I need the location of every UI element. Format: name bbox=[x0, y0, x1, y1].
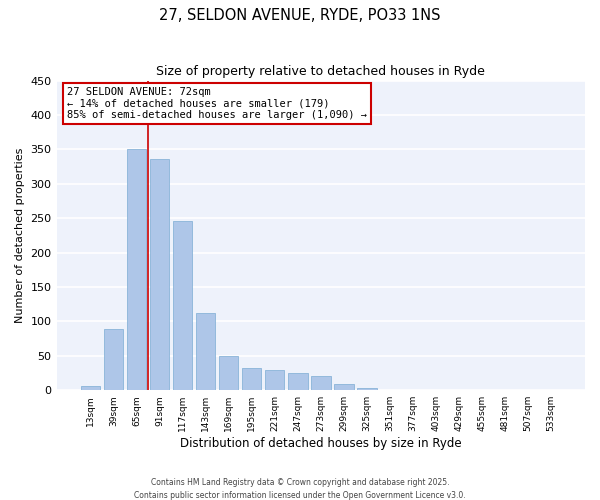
Bar bbox=[80, 386, 100, 390]
Bar bbox=[127, 150, 146, 390]
Text: 27 SELDON AVENUE: 72sqm
← 14% of detached houses are smaller (179)
85% of semi-d: 27 SELDON AVENUE: 72sqm ← 14% of detache… bbox=[67, 86, 367, 120]
Y-axis label: Number of detached properties: Number of detached properties bbox=[15, 148, 25, 323]
Bar bbox=[357, 388, 377, 390]
Bar bbox=[104, 329, 123, 390]
Bar bbox=[288, 373, 308, 390]
Bar bbox=[173, 221, 193, 390]
Bar bbox=[242, 368, 262, 390]
Text: Contains HM Land Registry data © Crown copyright and database right 2025.
Contai: Contains HM Land Registry data © Crown c… bbox=[134, 478, 466, 500]
Bar bbox=[334, 384, 353, 390]
Bar bbox=[219, 356, 238, 390]
Title: Size of property relative to detached houses in Ryde: Size of property relative to detached ho… bbox=[157, 65, 485, 78]
Bar bbox=[149, 159, 169, 390]
Bar bbox=[196, 313, 215, 390]
Bar bbox=[311, 376, 331, 390]
Text: 27, SELDON AVENUE, RYDE, PO33 1NS: 27, SELDON AVENUE, RYDE, PO33 1NS bbox=[159, 8, 441, 22]
X-axis label: Distribution of detached houses by size in Ryde: Distribution of detached houses by size … bbox=[180, 437, 461, 450]
Bar bbox=[265, 370, 284, 390]
